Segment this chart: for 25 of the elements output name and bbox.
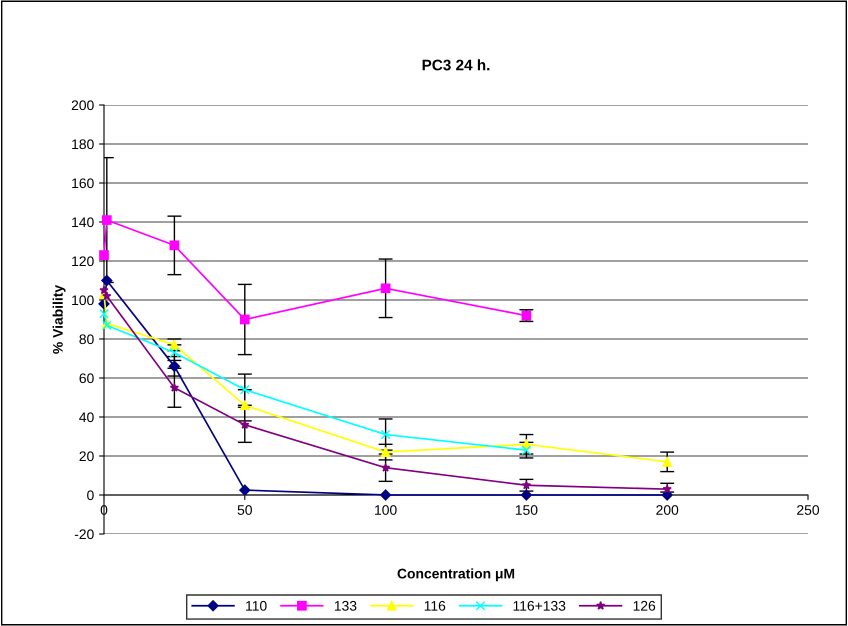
y-axis-title: % Viability xyxy=(52,284,66,354)
y-tick-label: 140 xyxy=(72,217,94,228)
legend-label: 133 xyxy=(334,600,356,611)
y-tick-label: 100 xyxy=(72,295,94,306)
y-tick-label: 80 xyxy=(79,334,94,344)
x-tick-label: 200 xyxy=(656,505,678,515)
y-tick-label: 20 xyxy=(80,451,94,462)
y-tick-label: 200 xyxy=(72,100,94,110)
x-tick-label: 100 xyxy=(375,505,397,515)
x-tick-label: 150 xyxy=(516,505,538,515)
x-tick-label: 250 xyxy=(797,505,820,515)
y-tick-label: 60 xyxy=(80,373,94,384)
y-tick-label: 40 xyxy=(79,412,94,422)
chart-title: PC3 24 h. xyxy=(422,59,490,70)
legend-label: 110 xyxy=(246,600,267,611)
legend-label: 126 xyxy=(634,600,656,611)
y-tick-label: 0 xyxy=(87,490,94,500)
x-axis-title: Concentration μM xyxy=(398,568,514,582)
legend-label: 116 xyxy=(424,600,446,611)
x-tick-label: 50 xyxy=(238,505,252,515)
y-tick-label: -20 xyxy=(74,529,94,540)
y-tick-label: 160 xyxy=(72,178,94,188)
y-tick-label: 120 xyxy=(72,256,94,266)
legend-label: 116+133 xyxy=(514,600,566,611)
y-tick-label: 180 xyxy=(72,139,94,150)
